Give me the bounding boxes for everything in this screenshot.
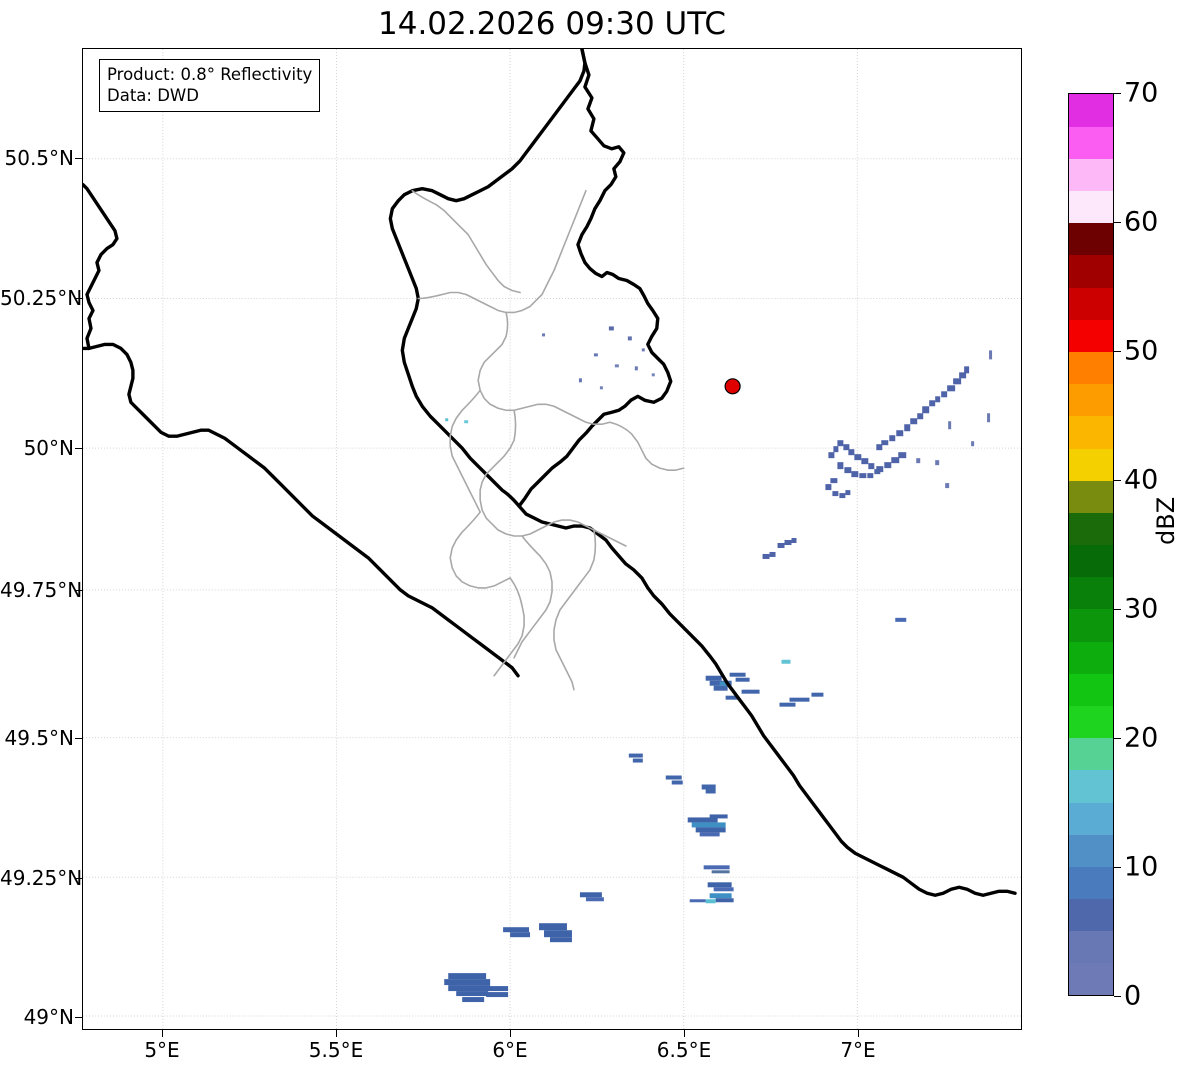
- colorbar-band: [1069, 641, 1113, 674]
- radar-site-marker: [724, 378, 741, 395]
- x-tick-label: 7°E: [840, 1038, 876, 1062]
- colorbar-band: [1069, 866, 1113, 900]
- y-tick-label: 49°N: [23, 1005, 74, 1029]
- x-tick-mark: [858, 1030, 860, 1037]
- colorbar-tick: [1114, 93, 1121, 95]
- colorbar-band: [1069, 801, 1113, 835]
- colorbar-band: [1069, 930, 1113, 964]
- colorbar-tick: [1114, 351, 1121, 353]
- x-tick-mark: [684, 1030, 686, 1037]
- colorbar-tick: [1114, 480, 1121, 482]
- map-canvas: [83, 49, 1021, 1029]
- x-tick-label: 5°E: [144, 1038, 180, 1062]
- y-tick-mark: [75, 158, 82, 160]
- colorbar-band: [1069, 126, 1113, 159]
- colorbar-band: [1069, 512, 1113, 546]
- radar-map-plot[interactable]: Product: 0.8° Reflectivity Data: DWD: [82, 48, 1022, 1030]
- country-borders: [83, 49, 1017, 897]
- colorbar-tick-label: 20: [1124, 722, 1159, 754]
- colorbar-band: [1069, 351, 1113, 385]
- y-tick-label: 50.25°N: [0, 286, 83, 310]
- colorbar-band: [1069, 319, 1113, 353]
- colorbar-band: [1069, 962, 1113, 995]
- y-tick-mark: [75, 298, 82, 300]
- colorbar-tick-label: 40: [1124, 464, 1159, 496]
- x-tick-label: 6.5°E: [656, 1038, 712, 1062]
- colorbar-tick: [1114, 609, 1121, 611]
- colorbar-axis-title: dBZ: [1152, 496, 1180, 545]
- colorbar-band: [1069, 673, 1113, 706]
- radar-echo-layer: [444, 326, 993, 1003]
- y-tick-mark: [75, 738, 82, 740]
- y-tick-mark: [75, 878, 82, 880]
- x-tick-mark: [510, 1030, 512, 1037]
- colorbar-band: [1069, 190, 1113, 224]
- colorbar-tick-label: 60: [1124, 206, 1159, 238]
- info-box: Product: 0.8° Reflectivity Data: DWD: [99, 59, 321, 112]
- colorbar-band: [1069, 415, 1113, 449]
- colorbar-tick: [1114, 996, 1121, 998]
- colorbar-band: [1069, 834, 1113, 867]
- colorbar-tick: [1114, 867, 1121, 869]
- y-tick-label: 49.25°N: [0, 866, 83, 890]
- x-tick-mark: [336, 1030, 338, 1037]
- colorbar-band: [1069, 254, 1113, 288]
- colorbar-band: [1069, 576, 1113, 610]
- x-tick-label: 6°E: [492, 1038, 528, 1062]
- colorbar-band: [1069, 287, 1113, 320]
- luxembourg-canton-boundaries: [411, 189, 685, 691]
- y-tick-mark: [75, 590, 82, 592]
- colorbar-band: [1069, 608, 1113, 642]
- x-tick-mark: [162, 1030, 164, 1037]
- x-tick-label: 5.5°E: [308, 1038, 364, 1062]
- colorbar-tick-label: 10: [1124, 851, 1159, 883]
- y-tick-label: 50.5°N: [4, 146, 75, 170]
- colorbar-tick: [1114, 222, 1121, 224]
- colorbar-band: [1069, 898, 1113, 932]
- colorbar-tick-label: 30: [1124, 593, 1159, 625]
- colorbar-tick-label: 50: [1124, 335, 1159, 367]
- colorbar-tick: [1114, 738, 1121, 740]
- colorbar-band: [1069, 480, 1113, 513]
- y-tick-mark: [75, 1017, 82, 1019]
- y-tick-mark: [75, 448, 82, 450]
- colorbar-tick-label: 70: [1124, 77, 1159, 109]
- info-data-line: Data: DWD: [107, 86, 199, 105]
- colorbar-band: [1069, 94, 1113, 127]
- colorbar-band: [1069, 705, 1113, 739]
- info-product-line: Product: 0.8° Reflectivity: [107, 65, 313, 84]
- colorbar-band: [1069, 158, 1113, 192]
- y-tick-label: 49.5°N: [4, 726, 75, 750]
- colorbar-band: [1069, 222, 1113, 256]
- colorbar-band: [1069, 544, 1113, 578]
- colorbar-band: [1069, 737, 1113, 771]
- colorbar[interactable]: [1068, 93, 1114, 996]
- colorbar-band: [1069, 383, 1113, 417]
- page-title: 14.02.2026 09:30 UTC: [378, 6, 726, 42]
- y-tick-label: 49.75°N: [0, 578, 83, 602]
- colorbar-tick-label: 0: [1124, 980, 1142, 1012]
- luxembourg-outline: [388, 49, 587, 508]
- colorbar-band: [1069, 769, 1113, 803]
- colorbar-band: [1069, 447, 1113, 481]
- gridlines: [83, 49, 1021, 1029]
- y-tick-label: 50°N: [23, 436, 74, 460]
